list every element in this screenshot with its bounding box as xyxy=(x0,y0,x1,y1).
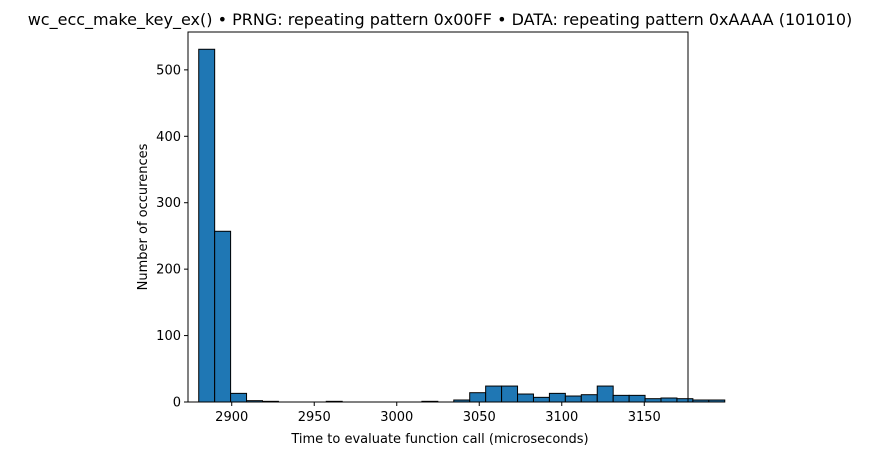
x-tick-label: 3150 xyxy=(628,410,661,425)
y-tick-label: 200 xyxy=(156,263,181,278)
x-tick-label: 3100 xyxy=(545,410,578,425)
x-axis-label: Time to evaluate function call (microsec… xyxy=(290,432,588,447)
histogram-bar xyxy=(517,393,534,403)
x-axis-ticks: 2900 2950 3000 3050 3100 3150 xyxy=(215,402,661,425)
x-tick-label: 2900 xyxy=(215,410,248,425)
histogram-bar xyxy=(532,396,550,403)
y-tick-label: 400 xyxy=(156,130,181,145)
histogram-bar xyxy=(485,385,503,403)
histogram-bar xyxy=(596,385,614,403)
bars-group xyxy=(198,48,726,403)
plot-frame xyxy=(187,31,689,403)
histogram-bar xyxy=(198,48,216,403)
y-tick-label: 0 xyxy=(173,396,181,411)
chart-title: wc_ecc_make_key_ex() • PRNG: repeating p… xyxy=(28,10,853,30)
histogram-bar xyxy=(469,392,487,403)
y-tick-label: 100 xyxy=(156,329,181,344)
histogram-bar xyxy=(230,392,248,403)
histogram-bar xyxy=(564,395,582,403)
y-tick-label: 300 xyxy=(156,196,181,211)
y-axis-ticks: 0 100 200 300 400 500 xyxy=(156,63,188,411)
histogram-bar xyxy=(612,394,630,403)
histogram-bar xyxy=(214,230,232,403)
histogram-bar xyxy=(548,392,566,403)
histogram-bar xyxy=(628,394,646,403)
histogram-bar xyxy=(708,399,726,403)
histogram-bar xyxy=(660,397,678,403)
x-tick-label: 3050 xyxy=(463,410,496,425)
histogram-bar xyxy=(580,394,598,403)
x-tick-label: 2950 xyxy=(298,410,331,425)
histogram-bar xyxy=(501,385,519,403)
x-tick-label: 3000 xyxy=(380,410,413,425)
histogram-bar xyxy=(692,399,710,403)
y-tick-label: 500 xyxy=(156,63,181,78)
y-axis-label: Number of occurences xyxy=(136,143,151,290)
